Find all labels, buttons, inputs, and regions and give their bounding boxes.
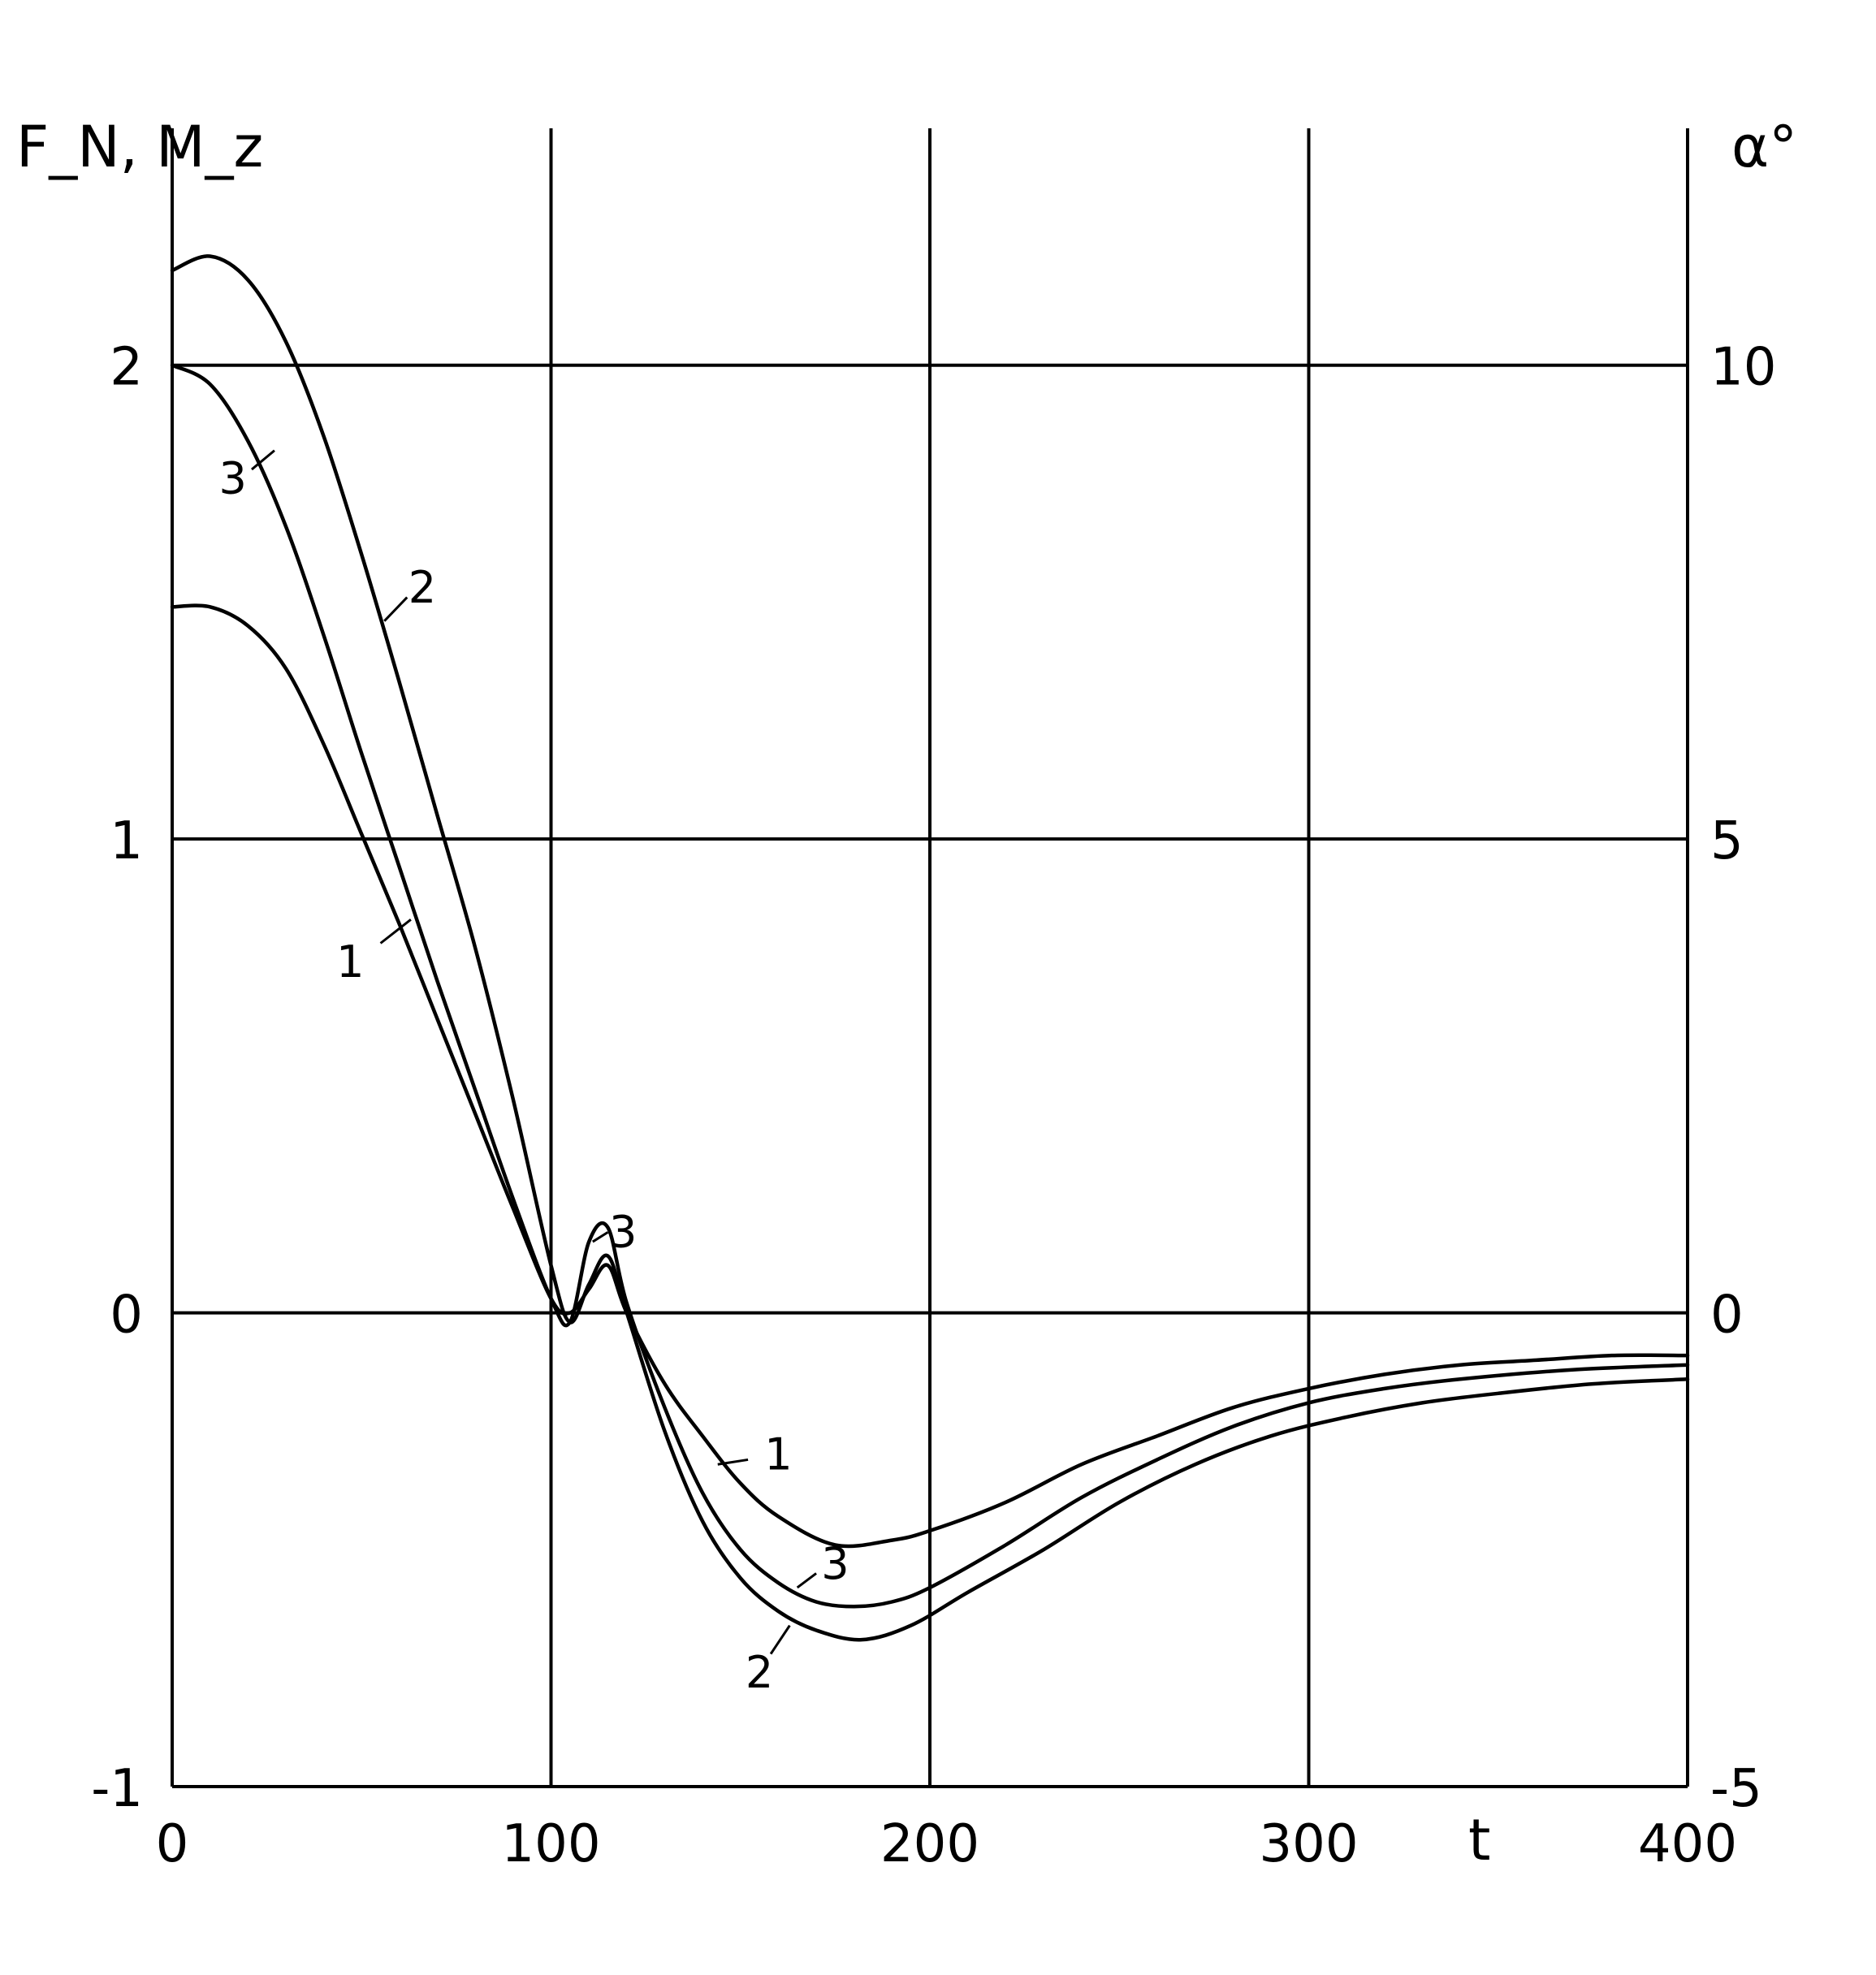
curve-label: 1 (764, 1429, 792, 1480)
series-line-3 (170, 363, 1690, 1609)
y-tick-label-right: 0 (1710, 1286, 1744, 1346)
x-tick-label: 400 (1638, 1814, 1737, 1874)
curve-label: 3 (609, 1206, 637, 1257)
curve-label: 1 (336, 936, 364, 988)
curve-label-leader (251, 449, 275, 471)
curve-label-leader (796, 1572, 817, 1589)
labels: F_N, M_z α° t (16, 114, 1797, 1873)
x-axis-label: t (1468, 1807, 1490, 1873)
x-tick-label: 100 (501, 1814, 600, 1874)
series-line-1 (170, 603, 1690, 1549)
y-axis-label-left: F_N, M_z (16, 114, 263, 180)
curve-label-leader (592, 1231, 609, 1243)
y-tick-label-left: 1 (110, 811, 143, 871)
curve-label-leader (717, 1458, 749, 1466)
curve-label-leader (383, 596, 408, 622)
curves (170, 254, 1690, 1642)
x-tick-label: 200 (880, 1814, 979, 1874)
y-tick-label-right: -5 (1710, 1759, 1762, 1819)
y-tick-label-right: 10 (1710, 338, 1776, 398)
curve-label: 2 (746, 1647, 773, 1698)
curve-label: 2 (408, 562, 436, 613)
x-tick-label: 0 (156, 1814, 189, 1874)
curve-label-leaders: 1 1 2 2 3 3 3 (218, 449, 849, 1698)
curve-label-leader (379, 918, 412, 944)
y-tick-label-left: 2 (110, 338, 143, 398)
y-tick-label-left: -1 (91, 1759, 143, 1819)
curve-label-leader (769, 1624, 791, 1655)
x-tick-label: 300 (1259, 1814, 1358, 1874)
y-tick-label-right: 5 (1710, 811, 1744, 871)
y-axis-label-right: α° (1731, 114, 1797, 180)
curve-label: 3 (821, 1538, 849, 1589)
series-line-2 (170, 254, 1690, 1642)
y-tick-label-left: 0 (110, 1286, 143, 1346)
curve-label: 3 (218, 453, 246, 504)
